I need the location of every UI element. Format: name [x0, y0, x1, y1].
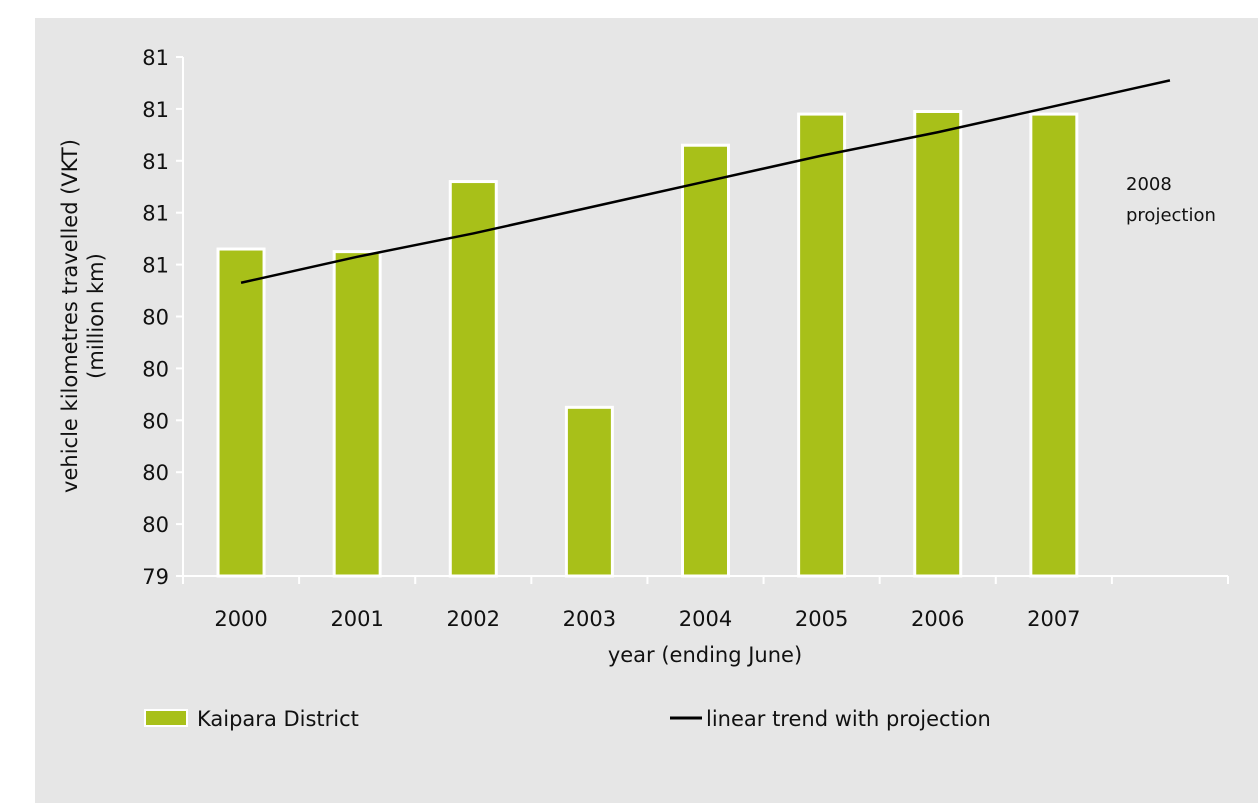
y-tick-label: 81: [142, 98, 169, 122]
y-tick-label: 81: [142, 254, 169, 278]
x-tick-label: 2003: [563, 607, 616, 631]
bar: [564, 405, 614, 578]
y-tick-label: 81: [142, 150, 169, 174]
x-tick-label: 2000: [214, 607, 267, 631]
legend-label: linear trend with projection: [706, 707, 991, 731]
x-tick-label: 2002: [447, 607, 500, 631]
bar: [681, 143, 730, 578]
annotation: projection: [1126, 205, 1216, 226]
y-tick-label: 80: [142, 306, 169, 330]
x-tick-label: 2004: [679, 607, 732, 631]
x-tick-label: 2001: [330, 607, 383, 631]
bar: [797, 112, 847, 578]
y-tick-label: 81: [142, 46, 169, 70]
x-tick-label: 2005: [795, 607, 848, 631]
annotation: 2008: [1126, 174, 1172, 195]
y-tick-label: 80: [142, 357, 169, 381]
y-tick-label: 80: [142, 461, 169, 485]
x-axis-label: year (ending June): [608, 643, 802, 667]
legend-label: Kaipara District: [197, 707, 359, 731]
legend-swatch: [144, 709, 188, 727]
x-tick-label: 2007: [1027, 607, 1080, 631]
bar: [1029, 112, 1079, 578]
x-tick-label: 2006: [911, 607, 964, 631]
y-axis-label: vehicle kilometres travelled (VKT): [58, 139, 82, 493]
y-axis-label: (million km): [84, 253, 108, 379]
bar: [332, 250, 382, 578]
bar: [216, 247, 266, 578]
trend-line: [240, 79, 1171, 284]
y-tick-label: 80: [142, 409, 169, 433]
y-tick-label: 80: [142, 513, 169, 537]
bar: [448, 180, 498, 578]
y-tick-label: 81: [142, 202, 169, 226]
y-tick-label: 79: [142, 565, 169, 589]
bar: [913, 109, 963, 578]
